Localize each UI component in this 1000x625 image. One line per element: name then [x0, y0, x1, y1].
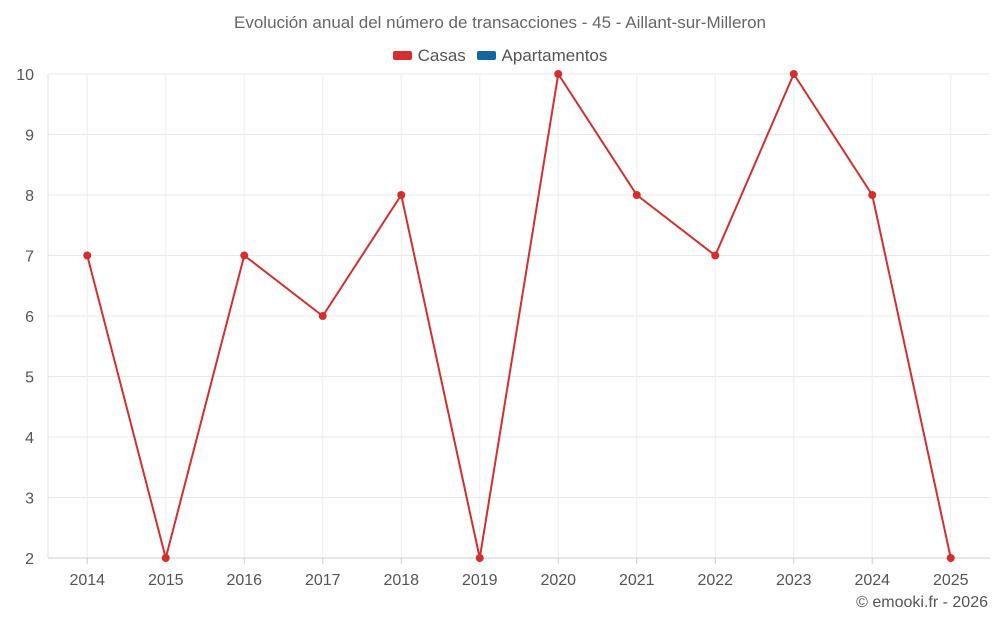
x-tick-label: 2018: [383, 572, 419, 589]
data-point-casas-2016[interactable]: [240, 251, 249, 260]
data-point-casas-2017[interactable]: [318, 312, 327, 320]
data-point-casas-2025[interactable]: [946, 554, 955, 562]
legend-swatch-casas: [392, 51, 412, 60]
axes: 2 3 4 5 6 7 8 9 10 2014 2015 2016 2017 2018 2019 2020 20…: [16, 67, 990, 589]
data-point-casas-2021[interactable]: [632, 191, 641, 199]
x-tick-label: 2023: [776, 572, 812, 589]
data-point-casas-2018[interactable]: [397, 191, 406, 199]
x-tick-label: 2017: [305, 572, 341, 589]
x-tick-label: 2016: [226, 572, 262, 589]
data-point-casas-2014[interactable]: [83, 251, 92, 260]
chart-title: Evolución anual del número de transaccio…: [234, 13, 766, 32]
credit-text: © emooki.fr - 2026: [856, 594, 988, 611]
x-tick-label: 2022: [697, 572, 733, 589]
legend-label-casas: Casas: [417, 45, 466, 65]
y-tick-label: 5: [25, 370, 34, 387]
y-tick-label: 3: [25, 491, 34, 508]
series: [83, 70, 955, 562]
x-tick-label: 2015: [148, 572, 184, 589]
y-tick-label: 9: [25, 128, 34, 145]
y-tick-label: 8: [25, 188, 34, 205]
data-point-casas-2020[interactable]: [554, 70, 563, 78]
y-tick-label: 4: [25, 430, 34, 447]
data-point-casas-2024[interactable]: [868, 191, 877, 199]
y-tick-label: 10: [16, 67, 34, 84]
data-point-casas-2019[interactable]: [475, 554, 484, 562]
x-tick-label: 2020: [540, 572, 576, 589]
data-point-casas-2023[interactable]: [789, 70, 798, 78]
data-point-casas-2015[interactable]: [161, 554, 170, 562]
series-line-casas: [86, 73, 952, 559]
legend: Casas Apartamentos: [0, 45, 1000, 66]
y-tick-label: 7: [25, 249, 34, 266]
x-tick-label: 2024: [854, 572, 890, 589]
x-tick-label: 2021: [619, 572, 655, 589]
data-point-casas-2022[interactable]: [711, 251, 720, 260]
legend-label-apartamentos: Apartamentos: [501, 45, 608, 65]
y-tick-label: 6: [25, 309, 34, 326]
legend-item-casas[interactable]: Casas: [392, 45, 466, 66]
x-tick-label: 2025: [933, 572, 969, 589]
legend-item-apartamentos[interactable]: Apartamentos: [476, 45, 608, 66]
x-tick-label: 2019: [462, 572, 498, 589]
x-tick-label: 2014: [69, 572, 105, 589]
legend-swatch-apartamentos: [476, 51, 496, 60]
y-tick-label: 2: [25, 551, 34, 568]
